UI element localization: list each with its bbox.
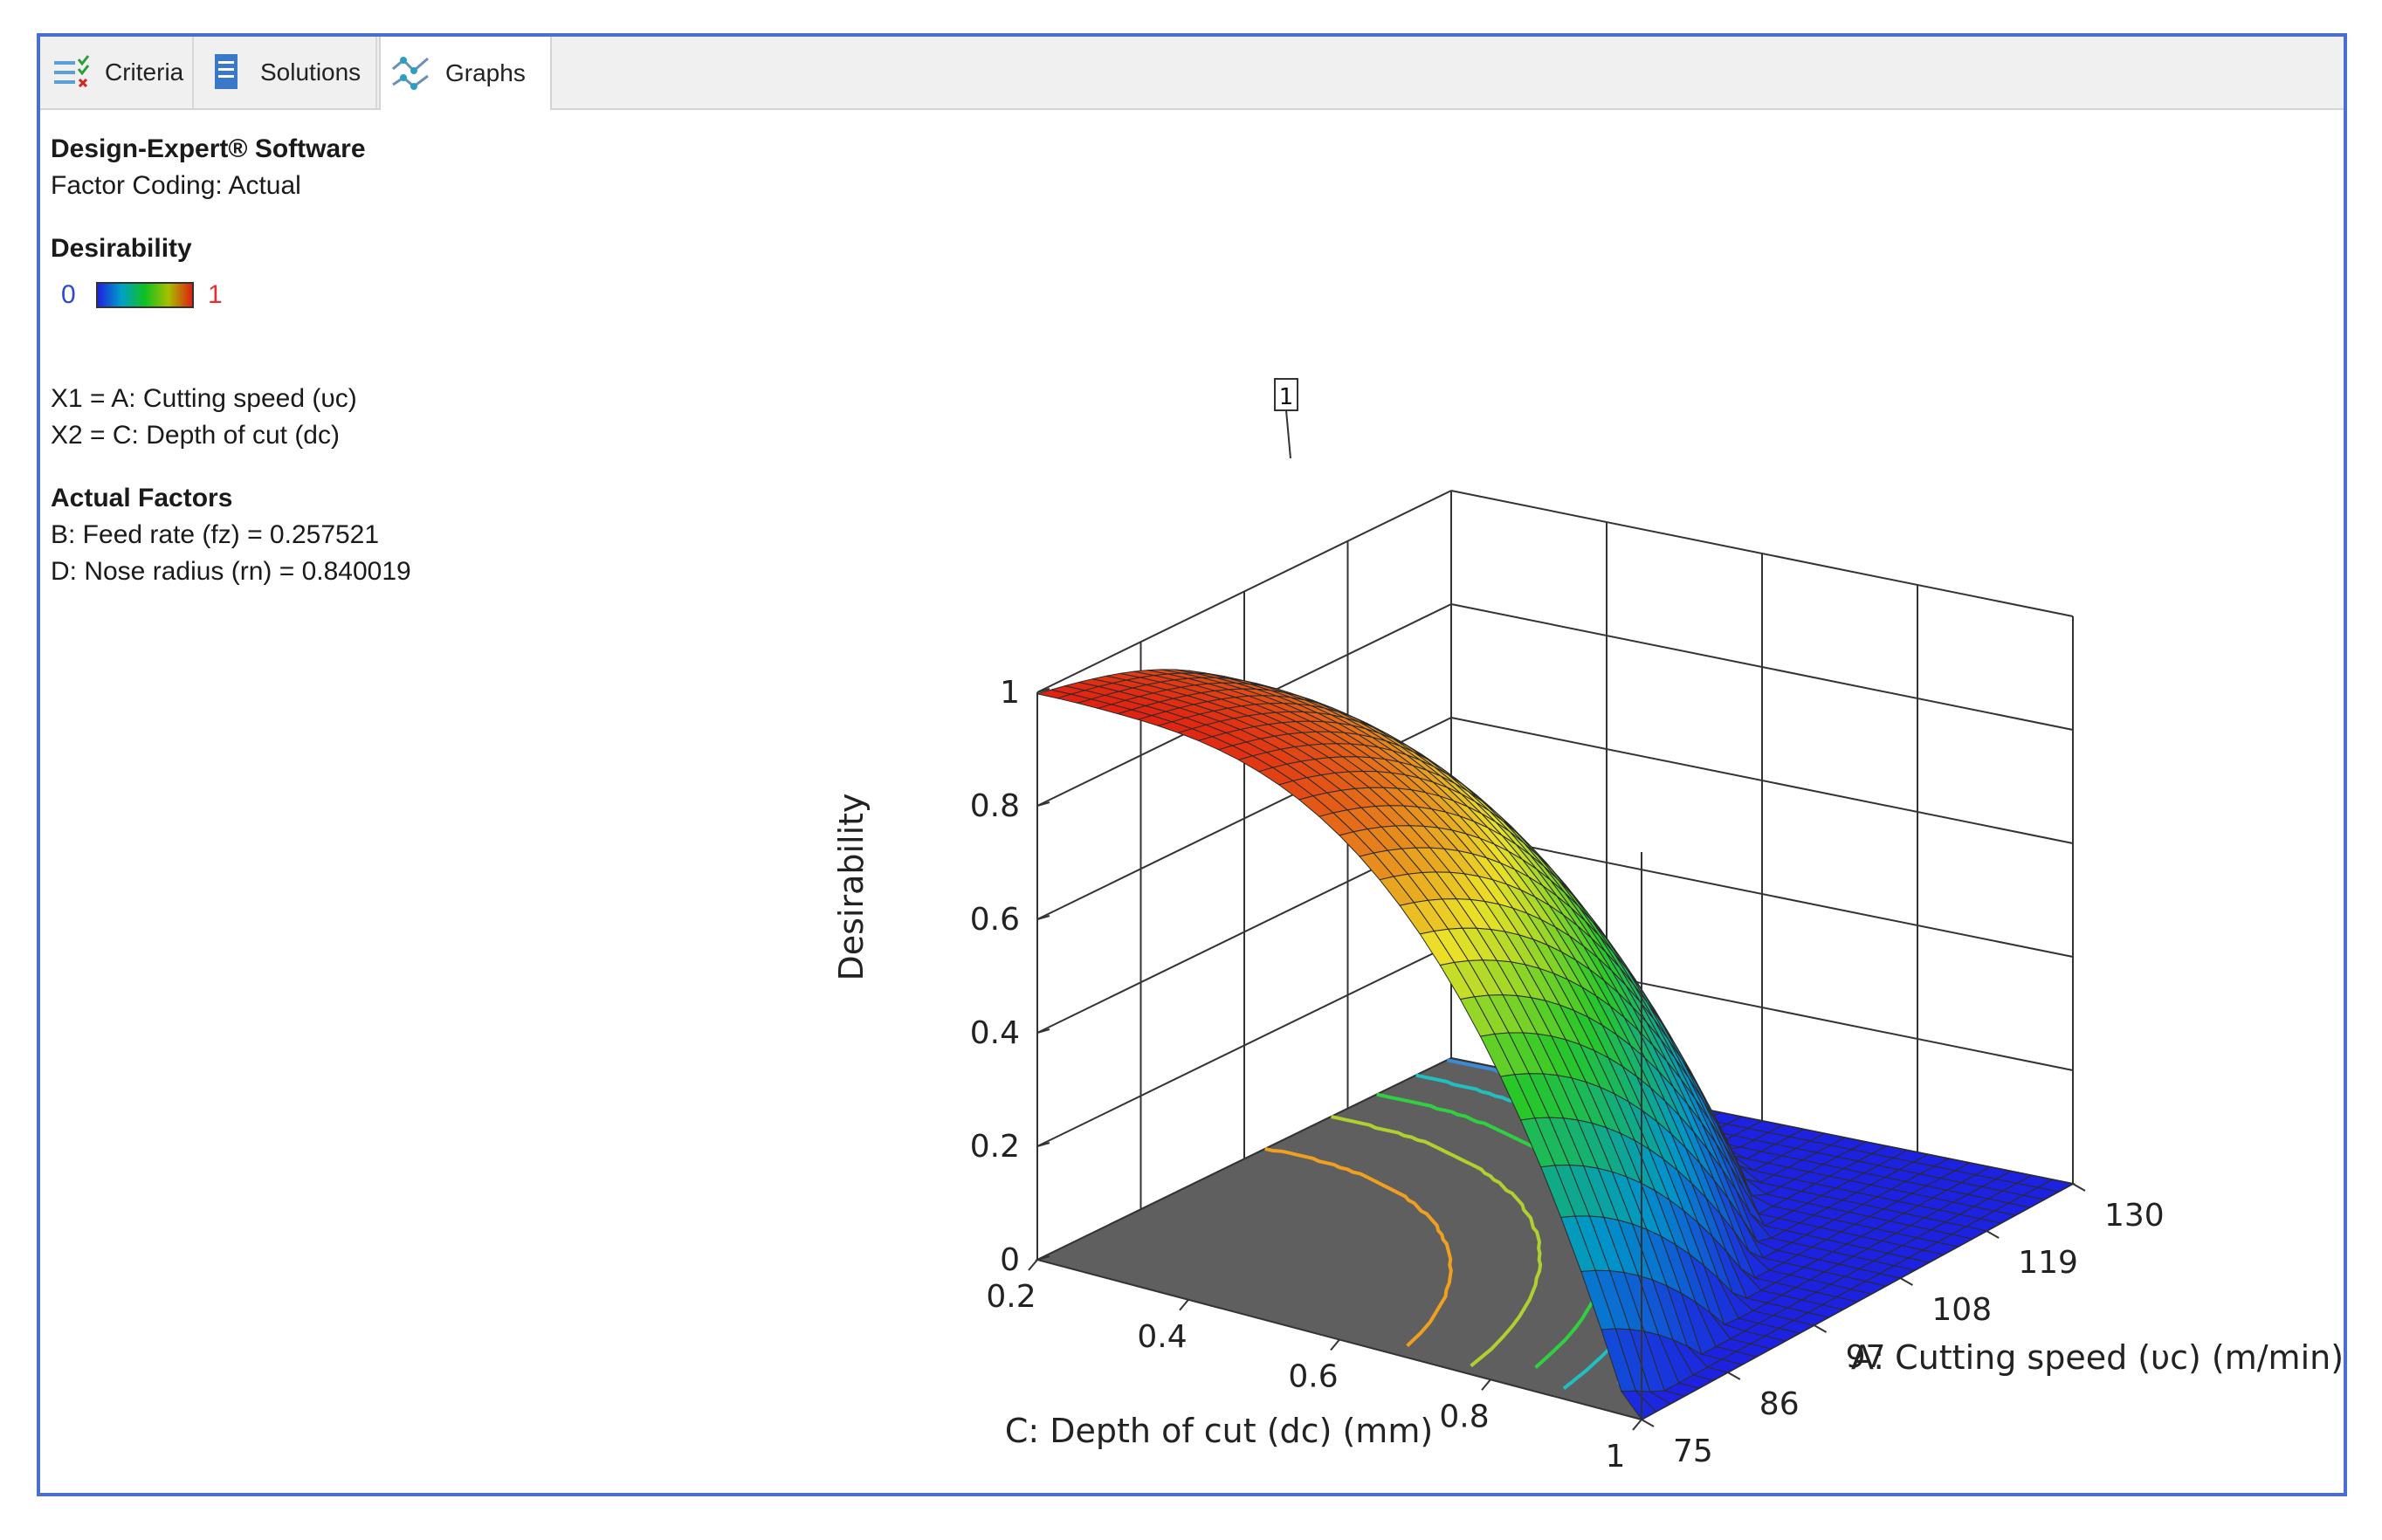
legend-gradient (96, 282, 194, 308)
solutions-icon (215, 54, 238, 89)
criteria-icon (54, 55, 90, 88)
contour-line (1264, 1146, 1453, 1348)
y-axis-label: C: Depth of cut (dc) (mm) (1005, 1412, 1433, 1450)
tab-solutions[interactable]: Solutions (196, 37, 377, 108)
z-tick-label: 0.2 (970, 1129, 1020, 1165)
actual-factors-title: Actual Factors (51, 484, 233, 512)
y-tick-mark (1330, 1338, 1340, 1351)
y-tick-mark (1179, 1299, 1189, 1311)
x-tick-label: 97 (1846, 1339, 1886, 1375)
graphs-icon (392, 57, 429, 90)
y-tick-label: 0.6 (1288, 1359, 1338, 1395)
z-tick-mark (1036, 915, 1050, 920)
legend-title: Desirability (51, 234, 192, 263)
z-tick-mark (1036, 1142, 1050, 1147)
z-tick-label: 0.4 (970, 1015, 1020, 1051)
marker-label: 1 (1279, 384, 1294, 410)
factor-coding: Factor Coding: Actual (51, 171, 301, 200)
z-tick-label: 0.6 (970, 902, 1020, 938)
legend-max: 1 (208, 280, 223, 309)
x-tick-mark (1986, 1230, 2000, 1239)
z-tick-label: 1 (1000, 675, 1020, 711)
legend-min: 0 (61, 280, 76, 309)
z-tick-label: 0 (1000, 1242, 1020, 1278)
y-tick-mark (1481, 1378, 1491, 1391)
tab-solutions-label: Solutions (260, 58, 361, 86)
y-tick-label: 0.2 (986, 1279, 1036, 1315)
z-tick-mark (1036, 688, 1050, 693)
x-tick-mark (1899, 1277, 1913, 1286)
tab-bar: Criteria Solutions Graphs (40, 37, 2344, 110)
x-tick-mark (1727, 1372, 1741, 1380)
tab-criteria[interactable]: Criteria (40, 37, 194, 108)
x-tick-mark (2072, 1183, 2086, 1192)
x-tick-label: 130 (2104, 1198, 2165, 1234)
y-tick-label: 0.4 (1137, 1319, 1187, 1355)
tab-graphs-label: Graphs (445, 59, 526, 86)
color-legend: 0 1 (51, 278, 411, 313)
y-tick-mark (1632, 1419, 1642, 1431)
factor-x1: X1 = A: Cutting speed (υc) (51, 384, 357, 413)
z-tick-mark (1036, 1255, 1050, 1261)
factor-x2: X2 = C: Depth of cut (dc) (51, 421, 340, 450)
software-name: Design-Expert® Software (51, 134, 366, 163)
x-axis-label: A: Cutting speed (υc) (m/min) (1851, 1338, 2344, 1377)
y-tick-label: 1 (1606, 1439, 1626, 1475)
x-tick-label: 75 (1673, 1433, 1713, 1469)
factor-d: D: Nose radius (rn) = 0.840019 (51, 557, 411, 586)
x-tick-label: 86 (1759, 1386, 1800, 1422)
design-point-marker: 1 (1274, 378, 1298, 459)
x-tick-mark (1641, 1419, 1655, 1427)
response-surface (1036, 669, 2075, 1420)
x-tick-mark (1814, 1324, 1828, 1333)
y-tick-label: 0.8 (1439, 1399, 1489, 1434)
z-axis-label: Desirability (832, 793, 871, 980)
contour-line (1331, 1115, 1543, 1368)
graph-info-panel: Design-Expert® Software Factor Coding: A… (51, 131, 411, 590)
tab-graphs[interactable]: Graphs (379, 37, 552, 110)
factor-b: B: Feed rate (fz) = 0.257521 (51, 520, 380, 549)
z-tick-label: 0.8 (970, 788, 1020, 824)
x-tick-label: 108 (1931, 1292, 1992, 1328)
z-tick-mark (1036, 801, 1050, 807)
x-tick-label: 119 (2018, 1245, 2078, 1281)
tab-criteria-label: Criteria (105, 58, 184, 86)
y-tick-mark (1028, 1259, 1038, 1271)
z-tick-mark (1036, 1028, 1050, 1034)
plot-axes: 00.20.40.60.8175869710811913010.80.60.40… (970, 616, 2165, 1475)
